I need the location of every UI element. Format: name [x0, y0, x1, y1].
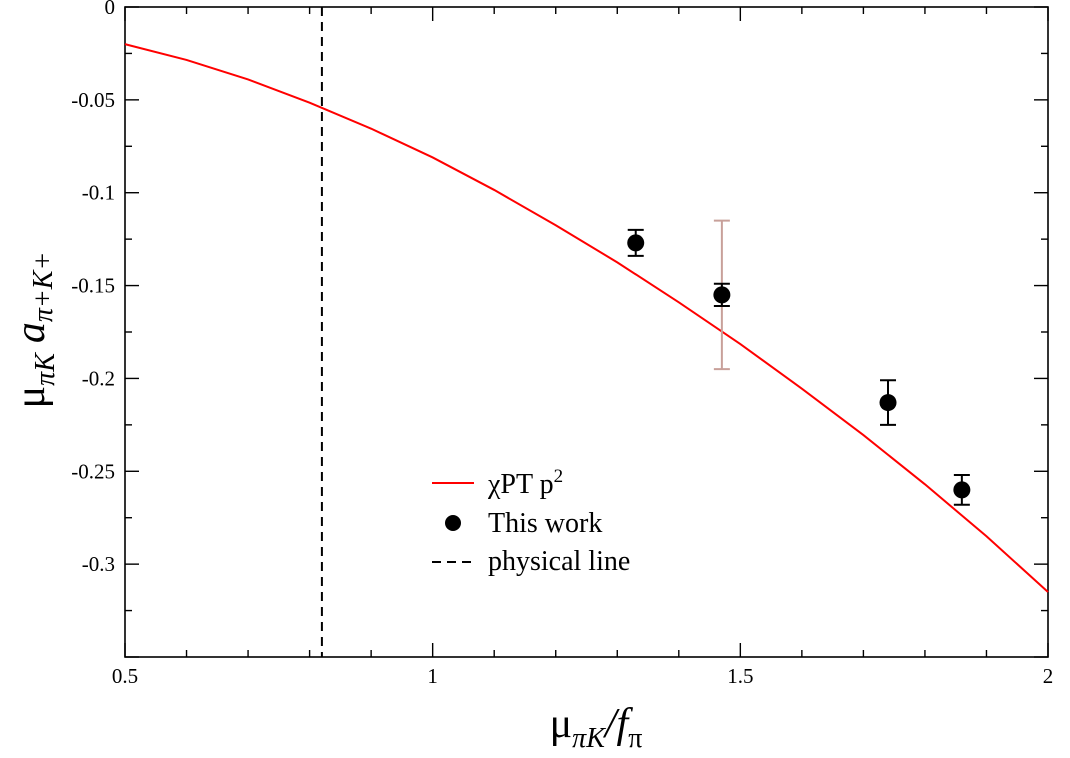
y-label-mu: μ — [8, 386, 54, 409]
legend-point-swatch — [445, 515, 461, 531]
y-tick-label: -0.15 — [71, 274, 115, 298]
legend-label-physical-line: physical line — [488, 546, 630, 577]
x-axis-label: μπK/fπ — [550, 701, 643, 753]
legend-label-chipt-text: χPT p — [487, 469, 554, 500]
data-point — [879, 394, 897, 412]
x-label-f-sub: π — [628, 723, 642, 753]
y-tick-label: -0.2 — [82, 366, 115, 390]
legend: χPT p2 This work physical line — [432, 466, 630, 577]
legend-label-chipt-sup: 2 — [554, 466, 564, 487]
y-label-a: a — [8, 322, 54, 343]
ticks-layer — [124, 6, 1049, 658]
y-label-a-sub: π+K+ — [28, 252, 59, 323]
x-tick-label: 1.5 — [727, 664, 753, 688]
data-point — [713, 286, 731, 304]
data-point — [627, 234, 645, 252]
chipt-curve — [124, 43, 1049, 593]
y-tick-label: 0 — [105, 0, 116, 19]
y-tick-label: -0.1 — [82, 181, 115, 205]
x-tick-label: 1 — [427, 664, 438, 688]
data-point — [953, 481, 971, 499]
x-label-slash: / — [603, 701, 620, 747]
series-layer — [124, 7, 1049, 657]
y-axis-label: μπK aπ+K+ — [8, 252, 61, 409]
y-tick-label: -0.05 — [71, 88, 115, 112]
x-label-mu: μ — [550, 701, 573, 747]
x-tick-label: 2 — [1043, 664, 1054, 688]
y-label-mu-sub: πK — [30, 352, 61, 386]
x-tick-label: 0.5 — [112, 664, 138, 688]
legend-label-chipt: χPT p2 — [487, 466, 563, 500]
legend-label-this-work: This work — [488, 508, 602, 539]
x-label-mu-sub: πK — [572, 723, 606, 753]
y-tick-label: -0.25 — [71, 459, 115, 483]
y-tick-label: -0.3 — [82, 552, 115, 576]
tick-labels-layer: 0.5 1 1.5 2 0 -0.05 -0.1 -0.15 -0.2 -0.25 -0.3 — [71, 0, 1053, 688]
